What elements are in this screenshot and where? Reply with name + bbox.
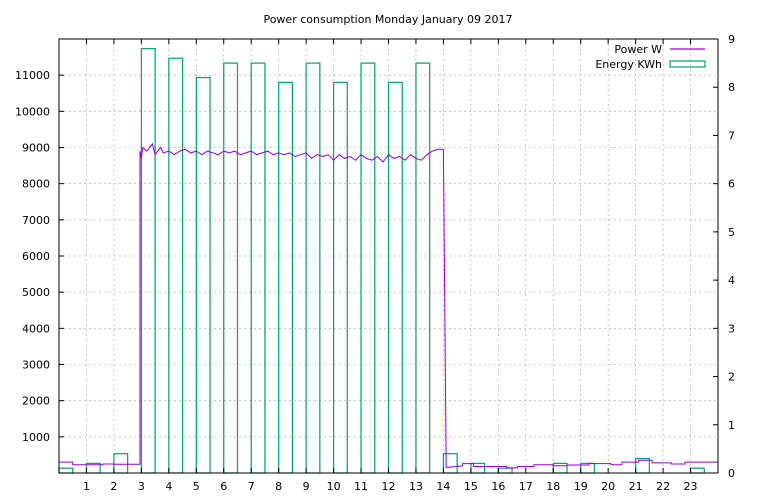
y-tick-label: 4000	[22, 322, 50, 335]
x-tick-label: 8	[275, 480, 282, 493]
x-tick-label: 5	[193, 480, 200, 493]
x-tick-label: 9	[303, 480, 310, 493]
energy-bar	[195, 76, 211, 474]
energy-bar	[305, 62, 321, 474]
y2-tick-label: 4	[728, 274, 735, 287]
energy-bar	[223, 62, 239, 474]
y2-tick-label: 1	[728, 419, 735, 432]
energy-bar	[332, 81, 348, 474]
legend-label-energy: Energy KWh	[595, 58, 662, 71]
energy-bar	[360, 62, 376, 474]
x-tick-label: 16	[491, 480, 505, 493]
energy-bar	[552, 462, 568, 474]
energy-bar	[113, 453, 129, 474]
energy-bar	[278, 81, 293, 474]
power-series-line	[59, 142, 718, 469]
x-tick-label: 4	[165, 480, 172, 493]
y-tick-label: 2000	[22, 395, 50, 408]
energy-bar	[140, 48, 156, 474]
energy-bar	[442, 453, 458, 474]
x-tick-label: 1	[83, 480, 90, 493]
x-tick-label: 23	[684, 480, 698, 493]
y-tick-label: 8000	[22, 178, 50, 191]
energy-bar	[58, 467, 74, 474]
y2-tick-label: 8	[728, 81, 735, 94]
energy-bar	[470, 462, 486, 474]
x-tick-label: 13	[409, 480, 423, 493]
x-tick-label: 21	[629, 480, 643, 493]
energy-bars	[58, 48, 705, 474]
y2-tick-label: 7	[728, 129, 735, 142]
y-tick-label: 9000	[22, 142, 50, 155]
y-tick-label: 6000	[22, 250, 50, 263]
x-tick-label: 3	[138, 480, 145, 493]
y2-tick-label: 0	[728, 467, 735, 480]
x-tick-label: 7	[248, 480, 255, 493]
x-tick-label: 14	[436, 480, 450, 493]
y-tick-label: 7000	[22, 214, 50, 227]
axes: 1 2 3 4 5 6 7 8 9 10 11 12 13 14 15 16 17 18 19 20 21 22 23100…	[15, 33, 735, 493]
y-tick-label: 10000	[15, 105, 50, 118]
x-tick-label: 18	[546, 480, 560, 493]
y2-tick-label: 2	[728, 371, 735, 384]
power-line	[59, 142, 718, 469]
x-tick-label: 17	[519, 480, 533, 493]
legend: Power W Energy KWh	[595, 43, 706, 71]
y2-tick-label: 9	[728, 33, 735, 46]
energy-bar	[387, 81, 403, 474]
x-tick-label: 20	[601, 480, 615, 493]
legend-swatch-energy	[669, 60, 706, 68]
x-tick-label: 22	[656, 480, 670, 493]
x-tick-label: 10	[327, 480, 341, 493]
x-tick-label: 19	[574, 480, 588, 493]
y2-tick-label: 5	[728, 226, 735, 239]
x-tick-label: 6	[220, 480, 227, 493]
energy-bar	[689, 467, 705, 474]
legend-label-power: Power W	[614, 43, 662, 56]
x-tick-label: 11	[354, 480, 368, 493]
energy-bar	[415, 62, 431, 474]
y-tick-label: 3000	[22, 359, 50, 372]
y2-tick-label: 3	[728, 322, 735, 335]
y-tick-label: 11000	[15, 69, 50, 82]
energy-bar	[497, 467, 513, 474]
y-tick-label: 5000	[22, 286, 50, 299]
energy-bar	[168, 57, 184, 474]
y2-tick-label: 6	[728, 178, 735, 191]
chart-title: Power consumption Monday January 09 2017	[263, 13, 512, 26]
y-tick-label: 1000	[22, 431, 50, 444]
x-tick-label: 12	[382, 480, 396, 493]
energy-bar	[250, 62, 266, 474]
x-tick-label: 2	[110, 480, 117, 493]
x-tick-label: 15	[464, 480, 478, 493]
